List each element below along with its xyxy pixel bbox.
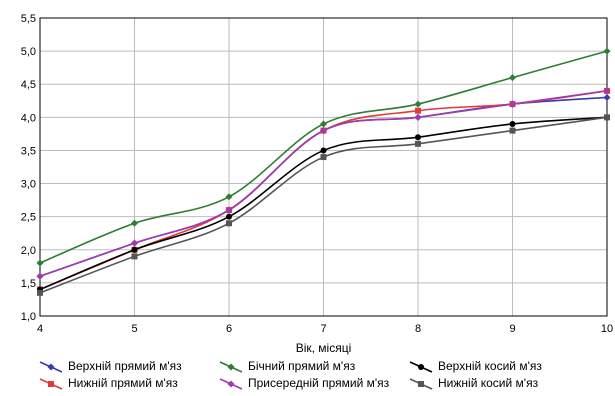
y-tick-label: 2,0 [21, 245, 36, 257]
legend-label: Присередній прямий м'яз [248, 376, 390, 390]
y-tick-label: 4,0 [21, 112, 36, 124]
data-point [603, 47, 611, 55]
data-point [37, 289, 43, 296]
y-tick-label: 3,0 [21, 179, 36, 191]
data-point [603, 87, 611, 95]
data-point [320, 127, 327, 135]
x-tick-label: 8 [415, 323, 421, 335]
y-tick-label: 1,5 [21, 278, 36, 290]
data-point [414, 113, 422, 121]
series-6 [37, 114, 610, 296]
plot-area-frame [39, 17, 608, 317]
data-point [414, 100, 422, 108]
legend: Верхній прямий м'яз Нижній прямий м'яз Біч… [39, 359, 542, 390]
data-point [320, 154, 327, 161]
y-tick-label: 2,5 [21, 212, 36, 224]
legend-label: Бічний прямий м'яз [248, 359, 356, 373]
data-point [131, 246, 138, 253]
x-tick-label: 7 [320, 323, 326, 335]
data-point [36, 259, 44, 267]
data-point [509, 74, 516, 82]
data-point [226, 213, 232, 220]
legend-marker [418, 364, 424, 370]
legend-marker [418, 381, 424, 387]
data-point [603, 93, 611, 101]
data-point [509, 127, 516, 134]
data-point [604, 114, 610, 121]
y-tick-label: 5,5 [21, 13, 36, 25]
legend-item: Нижній косий м'яз [409, 376, 539, 390]
legend-item: Присередній прямий м'яз [219, 376, 390, 390]
data-point [320, 120, 327, 128]
x-axis-ticks: 4 5 6 7 8 9 10 [37, 323, 613, 335]
y-tick-label: 4,5 [21, 79, 36, 91]
legend-label: Верхній косий м'яз [438, 359, 542, 373]
legend-label: Нижній прямий м'яз [68, 376, 178, 390]
y-axis-ticks: 1,0 1,5 2,0 2,5 3,0 3,5 4,0 4,5 5,0 5,5 [21, 13, 36, 323]
data-point [415, 134, 421, 141]
legend-marker [227, 380, 235, 388]
y-tick-label: 1,0 [21, 311, 36, 323]
legend-marker [227, 363, 235, 371]
x-tick-label: 9 [509, 323, 515, 335]
legend-item: Верхній косий м'яз [409, 359, 542, 373]
series-lines [36, 47, 611, 296]
data-point [415, 140, 421, 147]
data-point [225, 193, 233, 201]
legend-item: Бічний прямий м'яз [219, 359, 356, 373]
x-tick-label: 4 [37, 323, 43, 335]
data-point [36, 272, 44, 280]
grid [40, 18, 607, 316]
legend-marker [48, 381, 54, 387]
y-tick-label: 5,0 [21, 46, 36, 58]
data-point [131, 253, 138, 260]
data-point [131, 219, 138, 227]
data-point [415, 107, 421, 114]
data-point [320, 147, 327, 154]
y-tick-label: 3,5 [21, 145, 36, 157]
data-point [226, 220, 232, 227]
data-point [225, 206, 233, 214]
x-tick-label: 5 [131, 323, 137, 335]
data-point [131, 239, 138, 247]
legend-item: Верхній прямий м'яз [39, 359, 182, 373]
legend-label: Нижній косий м'яз [438, 376, 539, 390]
legend-label: Верхній прямий м'яз [68, 359, 182, 373]
x-tick-label: 10 [601, 323, 613, 335]
legend-marker [47, 363, 55, 371]
data-point [509, 100, 516, 108]
series-3 [36, 47, 611, 267]
data-point [509, 120, 516, 127]
series-4 [36, 87, 611, 280]
x-axis-title: Вік, місяці [296, 341, 352, 355]
legend-item: Нижній прямий м'яз [39, 376, 178, 390]
x-tick-label: 6 [226, 323, 232, 335]
